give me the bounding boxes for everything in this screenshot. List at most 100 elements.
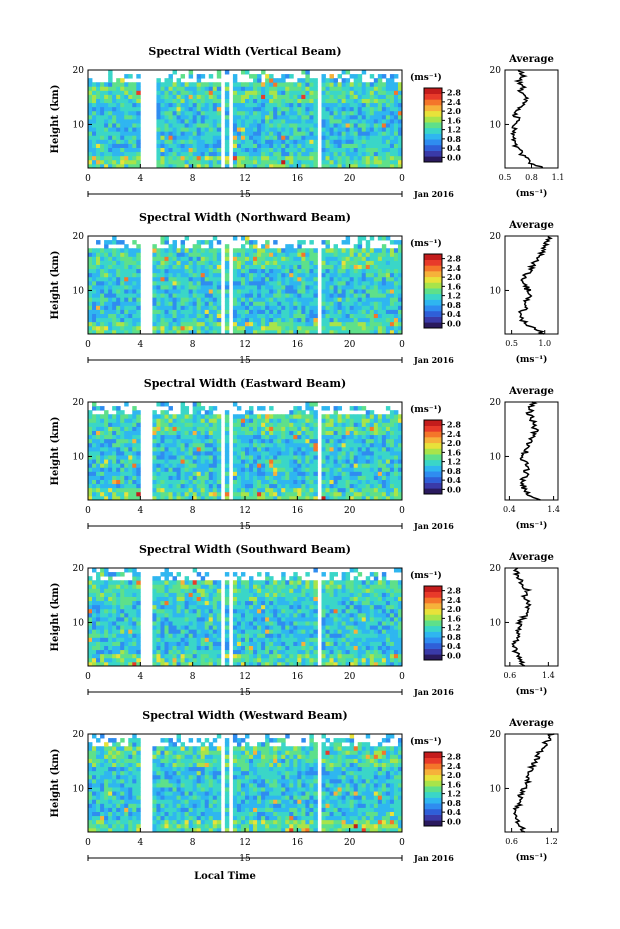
x-tick-label: 4 [137, 174, 143, 184]
colorbar-swatch [424, 631, 442, 638]
colorbar-swatch [424, 757, 442, 764]
x-tick-label: 20 [344, 174, 356, 184]
x-tick-label: 8 [190, 506, 196, 516]
y-tick-label: 10 [73, 120, 85, 130]
colorbar-swatch [424, 420, 442, 426]
average-x-label: (ms⁻¹) [516, 852, 548, 863]
colorbar-swatch [424, 786, 442, 793]
colorbar-swatch [424, 276, 442, 283]
average-x-tick-label: 1.1 [552, 173, 565, 182]
date-label: Jan 2016 [413, 355, 454, 365]
colorbar-tick-label: 2.4 [447, 263, 461, 273]
colorbar-swatch [424, 288, 442, 295]
average-x-tick-label: 0.6 [503, 671, 516, 680]
colorbar-swatch [424, 93, 442, 100]
average-x-tick-label: 1.0 [538, 339, 551, 348]
heatmap-cells [88, 70, 403, 169]
colorbar-tick-label: 2.8 [447, 586, 461, 596]
x-tick-label: 0 [399, 672, 405, 682]
colorbar-tick-label: 1.2 [447, 125, 461, 135]
y-axis-label: Height (km) [50, 251, 61, 320]
colorbar-tick-label: 0.8 [447, 466, 461, 476]
x-tick-label: 4 [137, 672, 143, 682]
y-axis-label: Height (km) [50, 85, 61, 154]
colorbar-swatch [424, 488, 442, 495]
colorbar-swatch [424, 586, 442, 592]
colorbar-swatch [424, 465, 442, 472]
colorbar-swatch [424, 448, 442, 455]
colorbar-swatch [424, 110, 442, 117]
colorbar-tick-label: 0.4 [447, 475, 461, 485]
colorbar-unit: (ms⁻¹) [410, 736, 442, 747]
average-y-tick-label: 10 [490, 452, 502, 462]
colorbar-swatch [424, 299, 442, 306]
colorbar-swatch [424, 322, 442, 329]
colorbar-swatch [424, 482, 442, 489]
heatmap-cells [88, 734, 403, 833]
colorbar-swatch [424, 625, 442, 632]
y-tick-label: 20 [73, 66, 85, 76]
colorbar-tick-label: 2.4 [447, 429, 461, 439]
colorbar-swatch [424, 654, 442, 661]
x-tick-label: 12 [239, 506, 250, 516]
colorbar-swatch [424, 614, 442, 621]
y-tick-label: 10 [73, 618, 85, 628]
average-x-tick-label: 0.5 [499, 173, 512, 182]
colorbar-frame [423, 87, 443, 163]
colorbar-swatch [424, 254, 442, 260]
colorbar-tick-label: 2.8 [447, 420, 461, 430]
colorbar-tick-label: 0.4 [447, 641, 461, 651]
x-tick-label: 12 [239, 838, 250, 848]
x-tick-label: 12 [239, 174, 250, 184]
day-label: 15 [239, 190, 251, 200]
colorbar-swatch [424, 144, 442, 151]
average-profile-line [511, 567, 533, 667]
heatmap-cells [88, 568, 403, 667]
colorbar-tick-label: 2.0 [447, 770, 461, 780]
y-axis-label: Height (km) [50, 417, 61, 486]
x-tick-label: 16 [292, 672, 304, 682]
colorbar-swatch [424, 454, 442, 461]
colorbar-tick-label: 2.0 [447, 604, 461, 614]
average-y-tick-label: 10 [490, 286, 502, 296]
colorbar-tick-label: 0.8 [447, 300, 461, 310]
colorbar-tick-label: 0.0 [447, 318, 461, 328]
average-y-tick-label: 10 [490, 618, 502, 628]
x-tick-label: 16 [292, 506, 304, 516]
average-frame [504, 733, 559, 833]
colorbar-swatch [424, 150, 442, 157]
x-tick-label: 8 [190, 672, 196, 682]
y-axis-label: Height (km) [50, 749, 61, 818]
x-tick-label: 16 [292, 838, 304, 848]
colorbar-swatch [424, 637, 442, 644]
colorbar-tick-label: 0.0 [447, 152, 461, 162]
average-x-tick-label: 0.8 [525, 173, 538, 182]
average-frame [504, 567, 559, 667]
panel-title: Spectral Width (Northward Beam) [139, 211, 351, 224]
x-tick-label: 4 [137, 838, 143, 848]
average-x-label: (ms⁻¹) [516, 520, 548, 531]
colorbar-tick-label: 1.6 [447, 281, 461, 291]
x-tick-label: 0 [85, 340, 91, 350]
colorbar-swatch [424, 271, 442, 278]
average-y-tick-label: 20 [490, 730, 502, 740]
colorbar-tick-label: 2.0 [447, 272, 461, 282]
date-label: Jan 2016 [413, 521, 454, 531]
colorbar-swatch [424, 820, 442, 827]
average-y-tick-label: 10 [490, 120, 502, 130]
colorbar-swatch [424, 431, 442, 438]
colorbar-swatch [424, 105, 442, 112]
colorbar-swatch [424, 774, 442, 781]
colorbar-unit: (ms⁻¹) [410, 570, 442, 581]
x-tick-label: 0 [399, 174, 405, 184]
average-profile-line [517, 235, 553, 335]
colorbar-swatch [424, 139, 442, 146]
colorbar-tick-label: 0.4 [447, 807, 461, 817]
colorbar-tick-label: 2.8 [447, 254, 461, 264]
colorbar-unit: (ms⁻¹) [410, 238, 442, 249]
average-y-tick-label: 20 [490, 398, 502, 408]
colorbar-swatch [424, 265, 442, 272]
average-x-label: (ms⁻¹) [516, 354, 548, 365]
x-tick-label: 12 [239, 340, 250, 350]
colorbar-tick-label: 2.0 [447, 106, 461, 116]
